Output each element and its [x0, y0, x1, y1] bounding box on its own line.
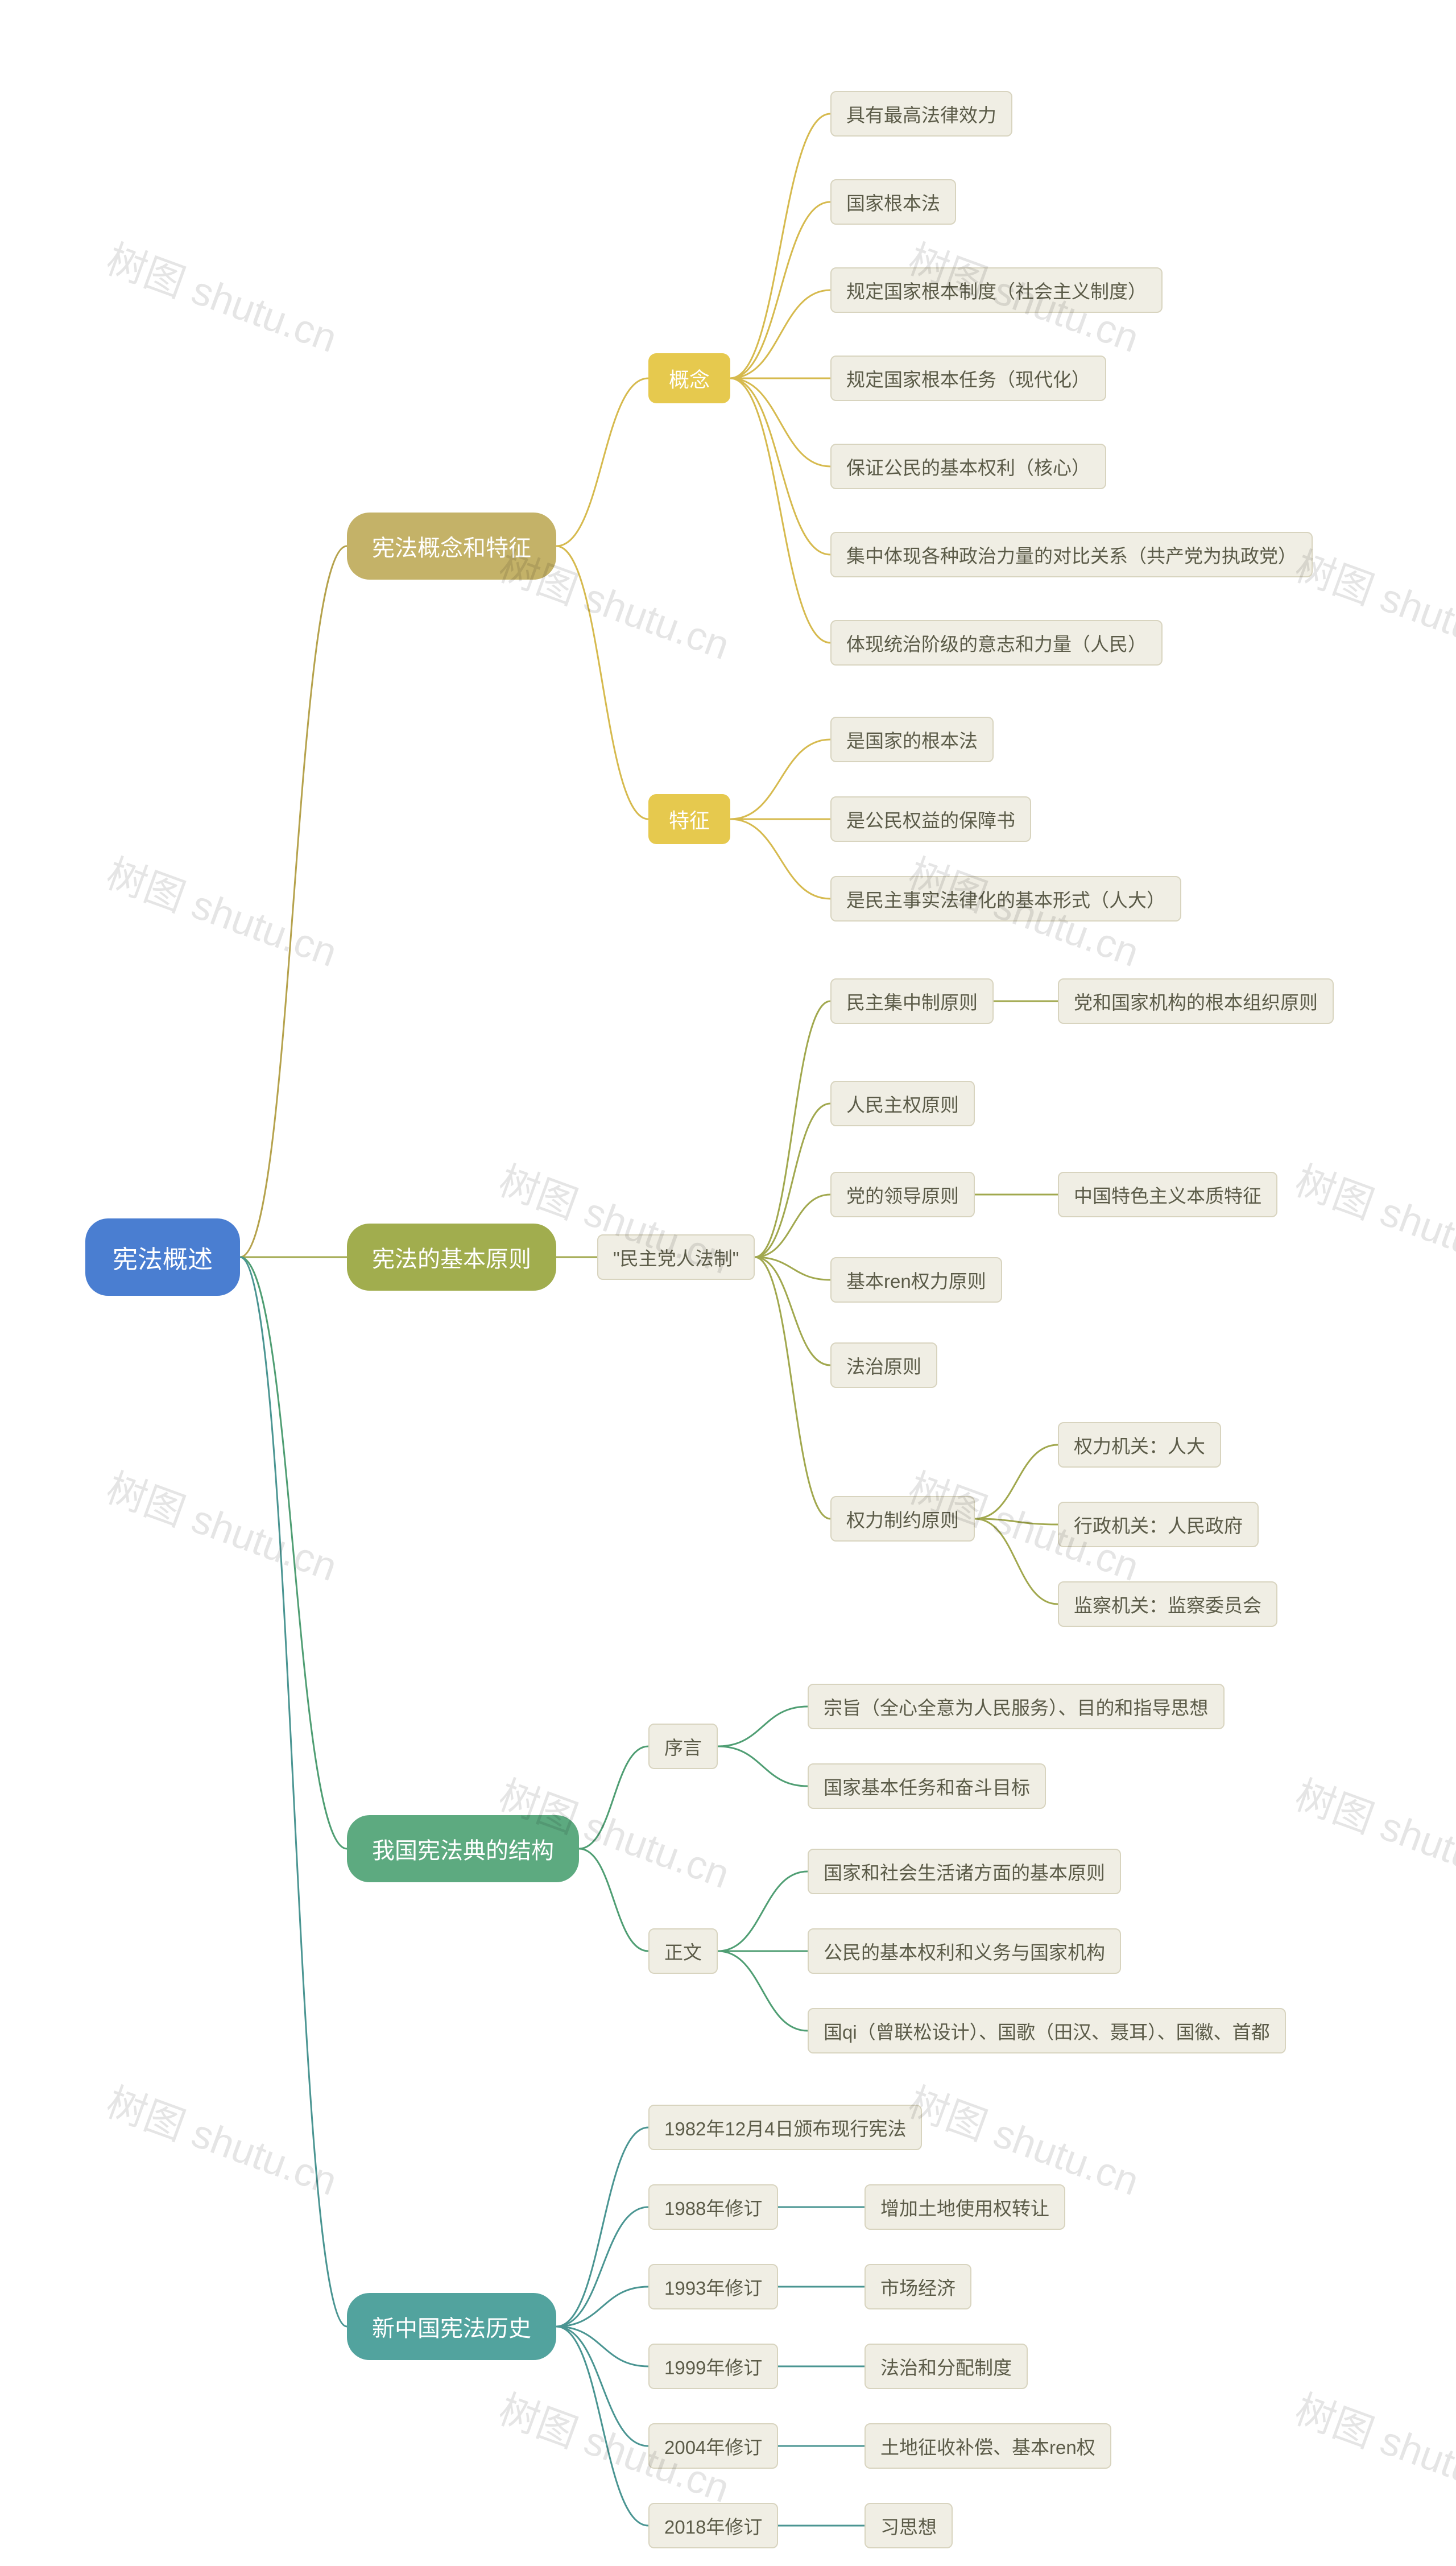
mindmap-node[interactable]: 人民主权原则: [830, 1081, 975, 1126]
mindmap-node[interactable]: 特征: [648, 794, 730, 844]
mindmap-edge: [755, 1195, 830, 1257]
mindmap-node[interactable]: 具有最高法律效力: [830, 91, 1012, 137]
mindmap-edge: [556, 2287, 648, 2327]
mindmap-edge: [730, 378, 830, 466]
mindmap-edge: [730, 739, 830, 819]
watermark: 树图 shutu.cn: [1288, 1763, 1456, 1900]
mindmap-node[interactable]: 法治和分配制度: [864, 2344, 1028, 2389]
mindmap-node[interactable]: 国qi（曾联松设计）、国歌（田汉、聂耳）、国徽、首都: [808, 2008, 1286, 2053]
mindmap-node[interactable]: 土地征收补偿、基本ren权: [864, 2423, 1111, 2469]
mindmap-edge: [718, 1951, 808, 2031]
mindmap-edge: [975, 1519, 1058, 1604]
mindmap-edge: [755, 1257, 830, 1519]
mindmap-edge: [579, 1746, 648, 1849]
mindmap-edge: [718, 1706, 808, 1746]
mindmap-node[interactable]: 法治原则: [830, 1342, 937, 1388]
mindmap-edge: [240, 546, 347, 1257]
mindmap-node[interactable]: 国家和社会生活诸方面的基本原则: [808, 1849, 1121, 1894]
watermark: 树图 shutu.cn: [1288, 2378, 1456, 2514]
mindmap-node[interactable]: 1999年修订: [648, 2344, 778, 2389]
mindmap-node[interactable]: 增加土地使用权转让: [864, 2184, 1065, 2230]
mindmap-edge: [240, 1257, 347, 2327]
mindmap-node[interactable]: 监察机关：监察委员会: [1058, 1581, 1277, 1627]
mindmap-edge: [975, 1519, 1058, 1524]
mindmap-node[interactable]: 概念: [648, 353, 730, 403]
mindmap-edge: [556, 546, 648, 819]
mindmap-edge: [755, 1001, 830, 1257]
mindmap-node[interactable]: 中国特色主义本质特征: [1058, 1172, 1277, 1217]
mindmap-edge: [730, 819, 830, 899]
mindmap-edge: [556, 2327, 648, 2446]
watermark: 树图 shutu.cn: [1288, 535, 1456, 671]
mindmap-node[interactable]: 党和国家机构的根本组织原则: [1058, 978, 1334, 1024]
mindmap-node[interactable]: 习思想: [864, 2503, 953, 2548]
mindmap-edge: [730, 378, 830, 555]
mindmap-edge: [556, 2327, 648, 2526]
mindmap-node[interactable]: 我国宪法典的结构: [347, 1815, 579, 1882]
mindmap-node[interactable]: 规定国家根本任务（现代化）: [830, 356, 1106, 401]
mindmap-node[interactable]: 党的领导原则: [830, 1172, 975, 1217]
mindmap-node[interactable]: 正文: [648, 1928, 718, 1974]
mindmap-node[interactable]: 2004年修订: [648, 2423, 778, 2469]
mindmap-edge: [975, 1445, 1058, 1519]
mindmap-edge: [730, 114, 830, 378]
mindmap-node[interactable]: 公民的基本权利和义务与国家机构: [808, 1928, 1121, 1974]
mindmap-node[interactable]: 宗旨（全心全意为人民服务）、目的和指导思想: [808, 1684, 1225, 1729]
mindmap-node[interactable]: 体现统治阶级的意志和力量（人民）: [830, 620, 1163, 666]
watermark: 树图 shutu.cn: [1288, 1149, 1456, 1286]
mindmap-node[interactable]: 是国家的根本法: [830, 717, 994, 762]
mindmap-node[interactable]: 保证公民的基本权利（核心）: [830, 444, 1106, 489]
mindmap-node[interactable]: 是民主事实法律化的基本形式（人大）: [830, 876, 1181, 922]
mindmap-node[interactable]: 国家基本任务和奋斗目标: [808, 1763, 1046, 1809]
mindmap-node[interactable]: 权力制约原则: [830, 1496, 975, 1542]
watermark: 树图 shutu.cn: [100, 1456, 346, 1593]
mindmap-node[interactable]: 国家根本法: [830, 179, 956, 225]
mindmap-node[interactable]: 1982年12月4日颁布现行宪法: [648, 2105, 922, 2150]
mindmap-node[interactable]: 宪法概念和特征: [347, 513, 556, 580]
mindmap-node[interactable]: 权力机关：人大: [1058, 1422, 1221, 1468]
watermark: 树图 shutu.cn: [100, 842, 346, 978]
mindmap-node[interactable]: 新中国宪法历史: [347, 2293, 556, 2360]
mindmap-node[interactable]: 2018年修订: [648, 2503, 778, 2548]
mindmap-edge: [718, 1746, 808, 1786]
mindmap-node[interactable]: 是公民权益的保障书: [830, 796, 1031, 842]
mindmap-edge: [556, 378, 648, 546]
mindmap-edge: [755, 1257, 830, 1280]
mindmap-node[interactable]: 集中体现各种政治力量的对比关系（共产党为执政党）: [830, 532, 1313, 577]
mindmap-node[interactable]: 民主集中制原则: [830, 978, 994, 1024]
mindmap-node[interactable]: 行政机关：人民政府: [1058, 1502, 1259, 1547]
mindmap-edge: [579, 1849, 648, 1951]
mindmap-edge: [730, 202, 830, 378]
mindmap-edge: [755, 1257, 830, 1365]
mindmap-node[interactable]: 1993年修订: [648, 2264, 778, 2309]
mindmap-node[interactable]: 规定国家根本制度（社会主义制度）: [830, 267, 1163, 313]
mindmap-edge: [730, 290, 830, 378]
mindmap-edge: [556, 2127, 648, 2327]
mindmap-node[interactable]: 序言: [648, 1724, 718, 1769]
mindmap-edge: [240, 1257, 347, 1849]
mindmap-node[interactable]: 市场经济: [864, 2264, 971, 2309]
mindmap-node[interactable]: 1988年修订: [648, 2184, 778, 2230]
mindmap-edge: [556, 2327, 648, 2366]
mindmap-edge: [755, 1104, 830, 1257]
mindmap-edge: [556, 2207, 648, 2327]
mindmap-edge: [730, 378, 830, 643]
watermark: 树图 shutu.cn: [100, 2071, 346, 2207]
mindmap-node[interactable]: 宪法概述: [85, 1218, 240, 1296]
mindmap-node[interactable]: "民主党人法制": [597, 1234, 755, 1280]
mindmap-node[interactable]: 宪法的基本原则: [347, 1224, 556, 1291]
mindmap-node[interactable]: 基本ren权力原则: [830, 1257, 1002, 1303]
mindmap-canvas: 宪法概述 宪法概念和特征 概念 具有最高法律效力国家根本法规定国家根本制度（社会主义制…: [0, 0, 1456, 2566]
watermark: 树图 shutu.cn: [100, 228, 346, 364]
mindmap-edge: [718, 1871, 808, 1951]
